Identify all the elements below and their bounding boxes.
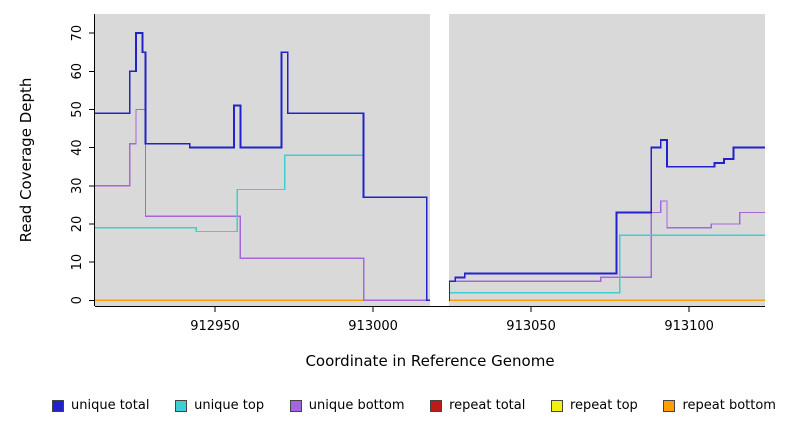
svg-text:50: 50 <box>70 101 85 118</box>
legend-swatch <box>175 399 188 412</box>
svg-text:30: 30 <box>70 177 85 194</box>
y-axis-title: Read Coverage Depth <box>17 77 35 243</box>
legend-item: repeat bottom <box>663 398 776 413</box>
svg-text:913050: 913050 <box>506 319 556 334</box>
legend-swatch <box>430 399 443 412</box>
chart-canvas: 912950 913000 913050 913100 0 10 20 30 40 50 60 70 <box>70 14 765 334</box>
legend-item: unique total <box>52 398 149 413</box>
svg-text:60: 60 <box>70 63 85 80</box>
svg-text:0: 0 <box>70 296 85 304</box>
legend-swatch <box>551 399 563 412</box>
legend-swatch <box>52 399 64 412</box>
svg-text:912950: 912950 <box>190 319 240 334</box>
legend-label: unique total <box>71 398 150 413</box>
legend-item: unique bottom <box>289 398 405 413</box>
legend-label: unique top <box>194 398 265 413</box>
svg-text:10: 10 <box>70 254 85 271</box>
svg-text:20: 20 <box>70 216 85 233</box>
legend: unique total unique top unique bottom re… <box>0 398 792 413</box>
legend-swatch <box>289 399 302 412</box>
svg-text:913100: 913100 <box>664 319 714 334</box>
legend-swatch <box>663 399 676 412</box>
x-axis-title: Coordinate in Reference Genome <box>305 352 555 370</box>
legend-label: repeat top <box>570 398 638 413</box>
legend-label: repeat total <box>449 398 526 413</box>
legend-label: unique bottom <box>308 398 405 413</box>
legend-item: repeat total <box>430 398 525 413</box>
legend-item: repeat top <box>551 398 638 413</box>
svg-text:40: 40 <box>70 139 85 156</box>
svg-text:913000: 913000 <box>348 319 398 334</box>
legend-item: unique top <box>175 398 264 413</box>
svg-text:70: 70 <box>70 25 85 42</box>
legend-label: repeat bottom <box>682 398 776 413</box>
